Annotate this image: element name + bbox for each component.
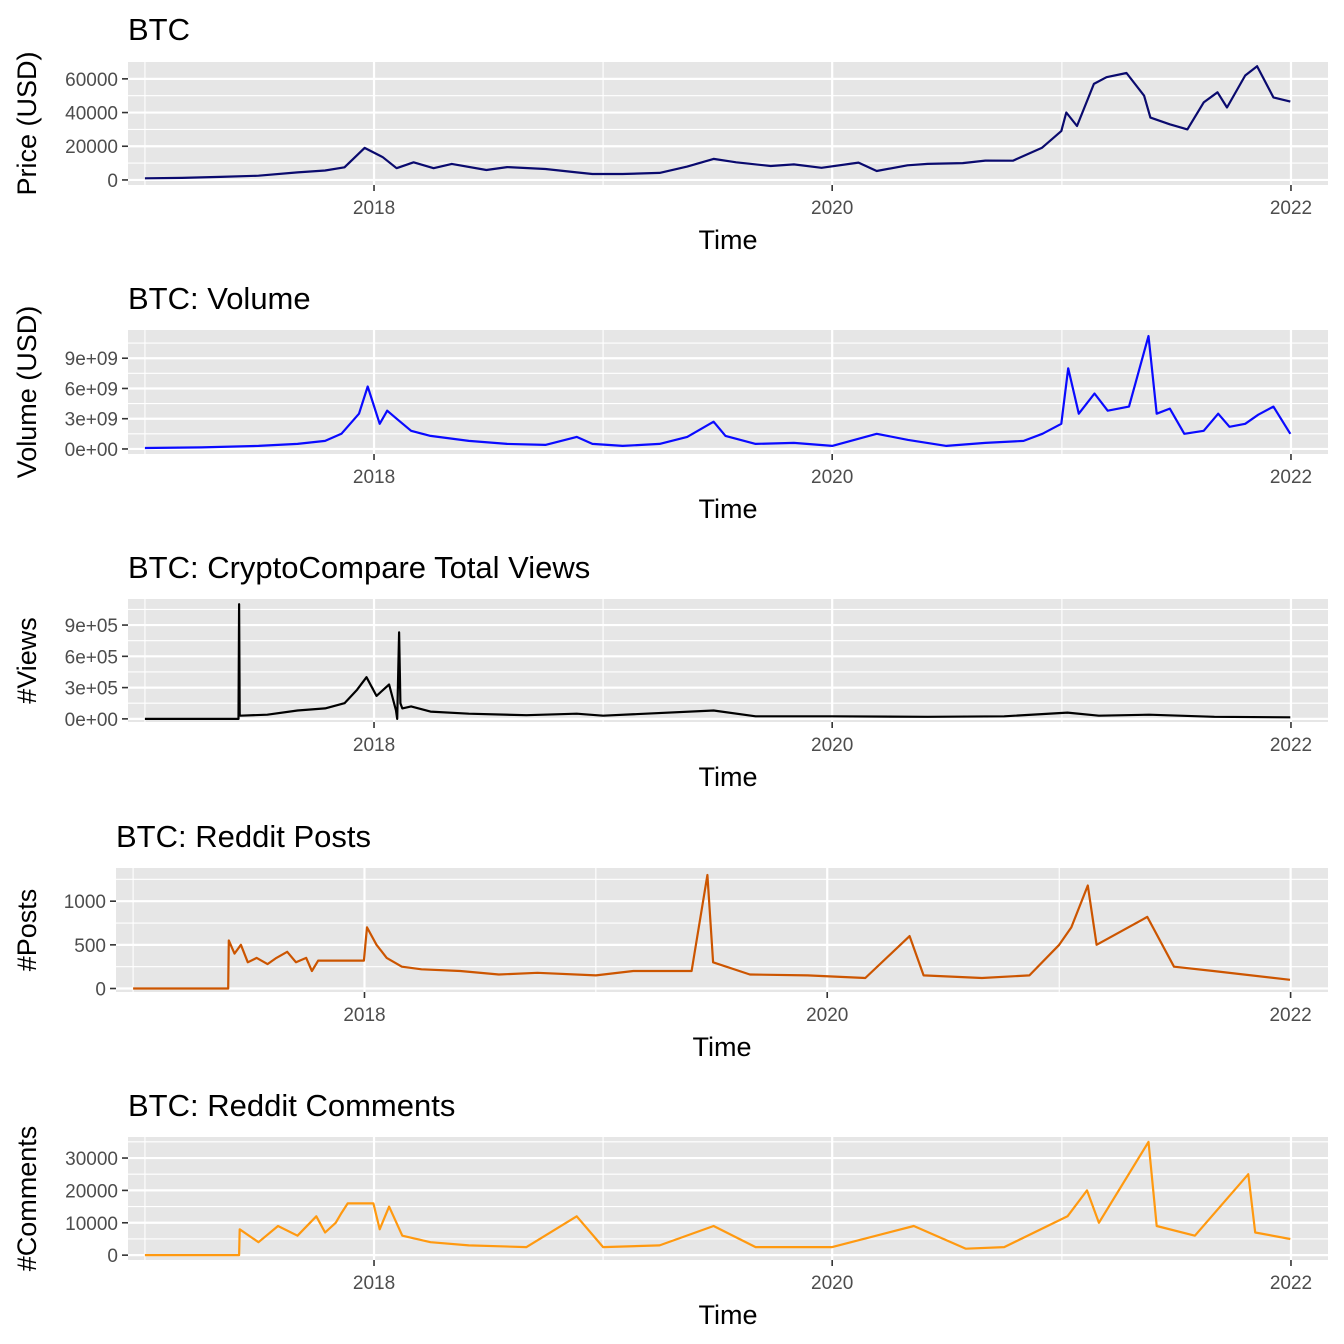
- y-tick-label: 6e+09: [65, 379, 118, 400]
- y-axis-title: Volume (USD): [12, 306, 42, 479]
- y-tick-label: 0e+00: [65, 710, 118, 731]
- y-tick-label: 30000: [65, 1149, 118, 1170]
- y-tick-label: 6e+05: [65, 647, 118, 668]
- chart-panel-3: 0e+00 3e+05 6e+05 9e+05 2018 2020 2022 BTC: Cry…: [12, 550, 1328, 792]
- x-axis-title: Time: [699, 762, 758, 792]
- x-tick-label: 2020: [811, 1273, 853, 1294]
- y-axis-title: #Comments: [12, 1126, 42, 1272]
- x-tick-label: 2018: [353, 198, 395, 219]
- x-tick-label: 2018: [353, 1273, 395, 1294]
- y-tick-label: 20000: [65, 137, 118, 158]
- series-line: [144, 1140, 1291, 1257]
- y-tick-label: 10000: [65, 1214, 118, 1235]
- y-tick-label: 500: [74, 936, 106, 957]
- plot-background: [128, 62, 1328, 185]
- plot-background: [128, 330, 1328, 454]
- series-line: [144, 65, 1291, 180]
- x-axis-title: Time: [699, 225, 758, 255]
- y-tick-label: 0: [107, 171, 118, 192]
- y-tick-label: 20000: [65, 1181, 118, 1202]
- chart-panel-2: 0e+00 3e+09 6e+09 9e+09 2018 2020 2022 BTC: Vol…: [12, 281, 1328, 524]
- chart-title: BTC: [128, 12, 190, 47]
- y-tick-label: 60000: [65, 70, 118, 91]
- x-tick-label: 2022: [1270, 735, 1312, 756]
- y-tick-label: 0: [95, 980, 106, 1001]
- x-tick-label: 2022: [1270, 467, 1312, 488]
- chart-panel-4: 0 500 1000 2018 2020 2022 BTC: Reddit Posts Tim…: [12, 819, 1328, 1062]
- x-tick-label: 2022: [1270, 1273, 1312, 1294]
- y-axis-title: #Views: [12, 617, 42, 704]
- x-tick-label: 2020: [811, 467, 853, 488]
- x-tick-label: 2018: [343, 1005, 385, 1026]
- x-tick-label: 2020: [811, 735, 853, 756]
- plot-background: [116, 868, 1328, 992]
- chart-title: BTC: Reddit Posts: [116, 819, 371, 854]
- chart-panel-5: 0 10000 20000 30000 2018 2020 2022 BTC: Reddit …: [12, 1088, 1328, 1330]
- chart-title: BTC: Volume: [128, 281, 311, 316]
- x-tick-label: 2022: [1270, 198, 1312, 219]
- y-tick-label: 0: [107, 1246, 118, 1267]
- x-tick-label: 2020: [806, 1005, 848, 1026]
- y-tick-label: 9e+05: [65, 616, 118, 637]
- y-axis-title: #Posts: [12, 889, 42, 972]
- y-tick-label: 3e+05: [65, 679, 118, 700]
- x-tick-label: 2018: [353, 467, 395, 488]
- chart-title: BTC: Reddit Comments: [128, 1088, 455, 1123]
- y-tick-label: 1000: [64, 892, 106, 913]
- x-tick-label: 2022: [1269, 1005, 1311, 1026]
- chart-panel-1: 0 20000 40000 60000 2018 2020 2022 BTC Time Price…: [12, 12, 1328, 255]
- y-tick-label: 3e+09: [65, 410, 118, 431]
- x-tick-label: 2020: [811, 198, 853, 219]
- x-axis-title: Time: [699, 1300, 758, 1330]
- plot-background: [128, 599, 1328, 722]
- y-tick-label: 40000: [65, 104, 118, 125]
- x-tick-label: 2018: [353, 735, 395, 756]
- series-line: [144, 334, 1292, 450]
- x-axis-title: Time: [693, 1032, 752, 1062]
- series-line: [133, 873, 1291, 990]
- y-axis-title: Price (USD): [12, 51, 42, 195]
- plot-background: [128, 1137, 1328, 1260]
- series-line: [144, 603, 1291, 721]
- y-tick-label: 0e+00: [65, 440, 118, 461]
- x-axis-title: Time: [699, 494, 758, 524]
- chart-title: BTC: CryptoCompare Total Views: [128, 550, 590, 585]
- y-tick-label: 9e+09: [65, 349, 118, 370]
